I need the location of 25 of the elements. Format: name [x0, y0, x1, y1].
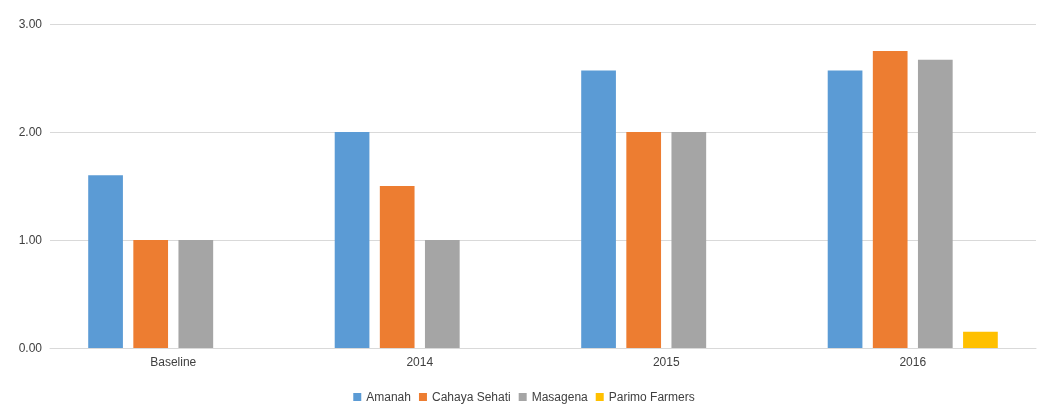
- bar: [872, 51, 908, 348]
- legend-label: Cahaya Sehati: [431, 390, 511, 404]
- bar: [178, 240, 214, 348]
- bar: [626, 132, 662, 348]
- y-tick-label: 1.00: [18, 233, 43, 247]
- bar: [581, 70, 616, 348]
- bar: [671, 132, 707, 348]
- bar: [133, 240, 169, 348]
- y-tick-label: 2.00: [18, 125, 43, 139]
- bar: [88, 175, 123, 348]
- bar: [424, 240, 460, 348]
- bar: [917, 59, 953, 348]
- x-tick-label: Baseline: [150, 355, 197, 369]
- bar: [379, 186, 415, 348]
- x-tick-label: 2014: [406, 355, 434, 369]
- bar: [334, 132, 370, 348]
- y-tick-label: 3.00: [18, 17, 43, 31]
- bar: [827, 70, 863, 348]
- x-tick-label: 2015: [652, 355, 680, 369]
- bar: [963, 331, 998, 348]
- legend-label: Masagena: [531, 390, 589, 404]
- y-tick-label: 0.00: [18, 341, 43, 355]
- x-tick-label: 2016: [899, 355, 927, 369]
- legend-label: Amanah: [366, 390, 411, 404]
- legend-label: Parimo Farmers: [608, 390, 695, 404]
